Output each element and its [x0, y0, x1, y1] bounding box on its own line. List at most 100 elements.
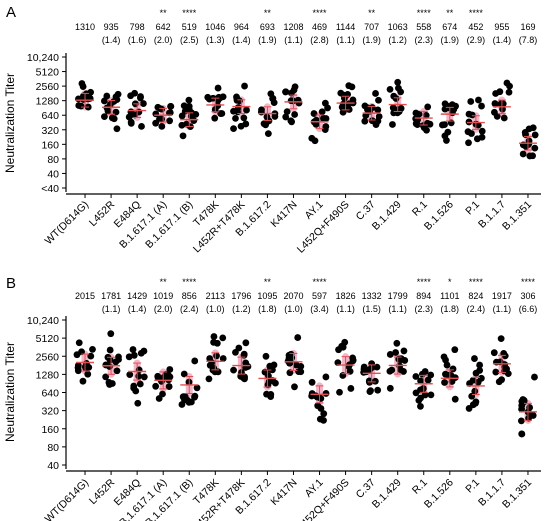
data-point — [478, 127, 486, 135]
data-point — [451, 346, 459, 354]
data-point — [531, 131, 539, 139]
data-point — [308, 392, 316, 400]
data-point — [78, 348, 85, 356]
fold-change-label: (1.2) — [388, 35, 407, 45]
data-point — [315, 393, 323, 401]
data-point — [386, 85, 394, 93]
x-tick-label: K417N — [268, 199, 299, 230]
data-point — [320, 410, 328, 418]
data-point — [518, 430, 526, 438]
data-point — [334, 359, 342, 367]
data-point — [427, 391, 435, 399]
data-point — [394, 78, 402, 86]
data-point — [529, 124, 537, 132]
data-point — [130, 384, 138, 392]
gmt-label: 306 — [520, 291, 535, 301]
data-point — [84, 370, 92, 378]
data-point — [134, 399, 142, 407]
data-point — [349, 354, 357, 362]
data-point — [393, 339, 401, 347]
y-tick-label: 640 — [41, 110, 59, 122]
data-point — [185, 102, 193, 110]
y-tick-label: <40 — [41, 183, 59, 195]
data-point — [308, 378, 316, 386]
data-point — [152, 382, 160, 390]
data-point — [531, 373, 538, 381]
data-point — [106, 346, 114, 354]
data-point — [417, 394, 424, 402]
gmt-label: 642 — [156, 22, 171, 32]
gmt-label: 707 — [364, 22, 379, 32]
data-point — [526, 152, 534, 160]
significance-marker: **** — [182, 277, 197, 287]
y-tick-label: 5120 — [36, 67, 60, 79]
data-point — [218, 110, 226, 117]
data-point — [517, 417, 525, 425]
y-tick-label: 10,240 — [27, 52, 59, 64]
data-point — [389, 121, 396, 128]
data-point — [295, 368, 303, 376]
x-tick-label: R.1 — [410, 477, 430, 497]
gmt-label: 798 — [130, 22, 145, 32]
data-point — [103, 92, 111, 100]
data-point — [264, 381, 272, 389]
y-tick-label: 2560 — [36, 351, 60, 363]
data-point — [386, 367, 394, 375]
gmt-label: 1917 — [492, 291, 512, 301]
data-point — [263, 113, 271, 121]
data-point — [152, 110, 160, 118]
data-point — [474, 378, 482, 386]
gmt-label: 452 — [468, 22, 483, 32]
fold-change-label: (1.2) — [232, 304, 251, 314]
data-point — [521, 128, 529, 136]
data-point — [234, 104, 242, 111]
x-tick-label: B.1.526 — [422, 477, 456, 511]
data-point — [178, 401, 186, 408]
data-point — [371, 377, 379, 385]
data-point — [374, 106, 382, 114]
data-point — [386, 351, 394, 358]
data-point — [166, 109, 174, 116]
data-point — [106, 381, 113, 388]
data-point — [294, 334, 302, 341]
data-point — [373, 363, 381, 371]
gmt-label: 1095 — [257, 291, 277, 301]
data-point — [505, 88, 513, 96]
y-axis-label: Neutralization Titer — [3, 73, 17, 173]
data-point — [467, 98, 475, 105]
data-point — [213, 352, 220, 360]
data-point — [447, 119, 455, 127]
fold-change-label: (2.3) — [414, 35, 433, 45]
data-point — [291, 83, 299, 91]
significance-marker: **** — [417, 277, 432, 287]
data-point — [465, 139, 472, 147]
y-tick-label: 5120 — [36, 333, 60, 345]
data-point — [140, 373, 148, 381]
fold-change-label: (1.4) — [232, 35, 251, 45]
data-point — [138, 122, 145, 130]
gmt-label: 674 — [442, 22, 457, 32]
data-point — [449, 365, 457, 373]
data-point — [155, 395, 163, 402]
data-point — [113, 367, 121, 375]
gmt-label: 824 — [468, 291, 483, 301]
data-point — [242, 359, 250, 367]
data-point — [158, 122, 166, 130]
fold-change-label: (3.4) — [310, 304, 329, 314]
data-point — [291, 111, 299, 118]
data-point — [324, 104, 331, 112]
gmt-label: 856 — [182, 291, 197, 301]
data-point — [283, 108, 291, 116]
x-tick-label: L452R — [87, 476, 118, 507]
data-point — [264, 130, 272, 138]
significance-marker: **** — [182, 8, 197, 18]
x-tick-label: P.1 — [463, 199, 482, 218]
data-point — [424, 376, 432, 384]
fold-change-label: (1.9) — [362, 35, 381, 45]
data-point — [422, 111, 430, 119]
data-point — [400, 347, 408, 355]
significance-marker: ** — [264, 277, 272, 287]
y-tick-label: 1280 — [36, 96, 60, 108]
data-point — [158, 377, 165, 385]
data-point — [464, 128, 472, 136]
